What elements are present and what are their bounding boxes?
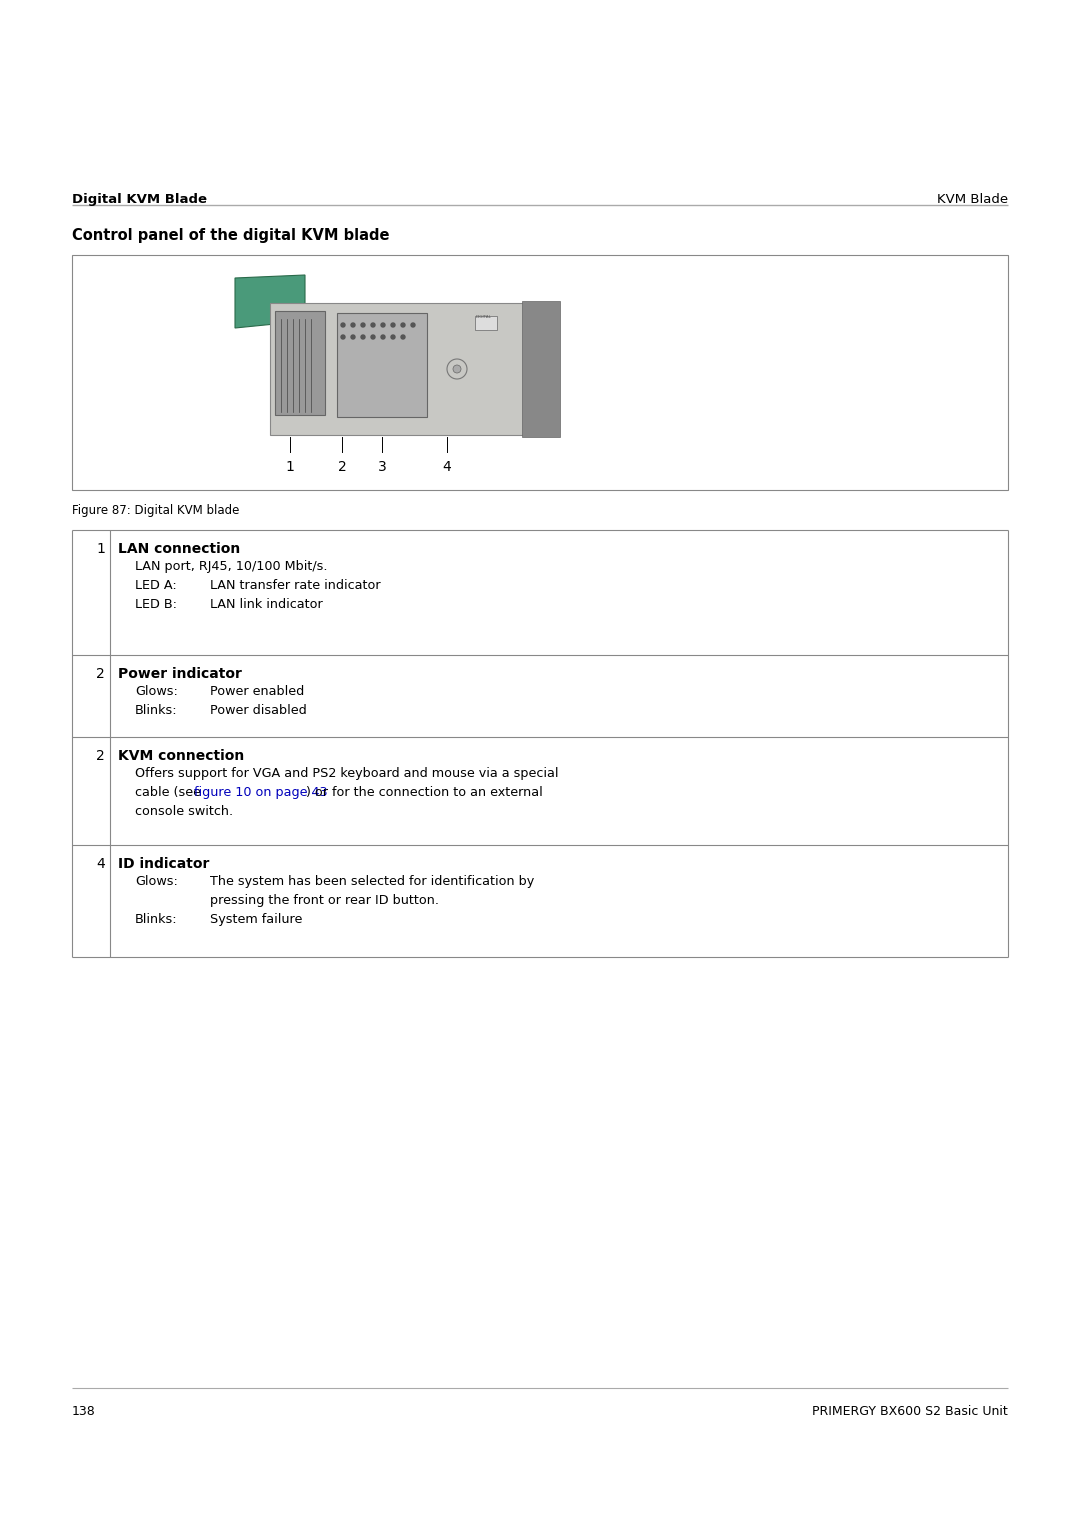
Text: LED B:: LED B: xyxy=(135,597,177,611)
Text: Control panel of the digital KVM blade: Control panel of the digital KVM blade xyxy=(72,228,390,243)
Circle shape xyxy=(411,322,415,327)
Circle shape xyxy=(401,335,405,339)
Text: 4: 4 xyxy=(443,460,451,474)
Circle shape xyxy=(381,335,384,339)
Text: The system has been selected for identification by: The system has been selected for identif… xyxy=(210,876,535,888)
Text: LED A:: LED A: xyxy=(135,579,177,591)
Text: Power disabled: Power disabled xyxy=(210,704,307,717)
Text: Figure 87: Digital KVM blade: Figure 87: Digital KVM blade xyxy=(72,504,240,516)
Circle shape xyxy=(381,322,384,327)
Text: 4: 4 xyxy=(96,857,105,871)
Bar xyxy=(270,303,550,435)
Text: console switch.: console switch. xyxy=(135,805,233,817)
Text: LAN link indicator: LAN link indicator xyxy=(210,597,323,611)
Circle shape xyxy=(351,335,355,339)
Bar xyxy=(522,301,561,437)
Text: 1: 1 xyxy=(285,460,295,474)
Bar xyxy=(72,255,1008,490)
Text: LAN transfer rate indicator: LAN transfer rate indicator xyxy=(210,579,380,591)
Text: Glows:: Glows: xyxy=(135,685,178,698)
Bar xyxy=(475,316,497,330)
Text: ID indicator: ID indicator xyxy=(118,857,210,871)
Circle shape xyxy=(453,365,461,373)
Text: LAN port, RJ45, 10/100 Mbit/s.: LAN port, RJ45, 10/100 Mbit/s. xyxy=(135,559,327,573)
Text: cable (see: cable (see xyxy=(135,785,205,799)
Text: Offers support for VGA and PS2 keyboard and mouse via a special: Offers support for VGA and PS2 keyboard … xyxy=(135,767,558,779)
Text: 3: 3 xyxy=(378,460,387,474)
Text: LAN connection: LAN connection xyxy=(118,542,240,556)
Text: KVM Blade: KVM Blade xyxy=(936,193,1008,206)
Circle shape xyxy=(361,335,365,339)
Text: 138: 138 xyxy=(72,1406,96,1418)
Text: PRIMERGY BX600 S2 Basic Unit: PRIMERGY BX600 S2 Basic Unit xyxy=(812,1406,1008,1418)
Circle shape xyxy=(341,322,345,327)
Text: Digital KVM Blade: Digital KVM Blade xyxy=(72,193,207,206)
Text: figure 10 on page 43: figure 10 on page 43 xyxy=(194,785,327,799)
Text: 2: 2 xyxy=(96,749,105,762)
Circle shape xyxy=(361,322,365,327)
Text: pressing the front or rear ID button.: pressing the front or rear ID button. xyxy=(210,894,438,908)
Text: Blinks:: Blinks: xyxy=(135,704,177,717)
Circle shape xyxy=(391,322,395,327)
Text: Power enabled: Power enabled xyxy=(210,685,305,698)
Circle shape xyxy=(372,335,375,339)
Circle shape xyxy=(341,335,345,339)
Text: ) or for the connection to an external: ) or for the connection to an external xyxy=(306,785,543,799)
Circle shape xyxy=(372,322,375,327)
Text: 2: 2 xyxy=(338,460,347,474)
Text: Blinks:: Blinks: xyxy=(135,914,177,926)
Circle shape xyxy=(391,335,395,339)
Bar xyxy=(337,313,427,417)
Polygon shape xyxy=(235,275,305,329)
Text: 1: 1 xyxy=(96,542,105,556)
Circle shape xyxy=(401,322,405,327)
Text: KVM connection: KVM connection xyxy=(118,749,244,762)
Bar xyxy=(275,312,325,416)
Circle shape xyxy=(351,322,355,327)
Text: Power indicator: Power indicator xyxy=(118,668,242,681)
Text: 2: 2 xyxy=(96,668,105,681)
Text: System failure: System failure xyxy=(210,914,302,926)
Text: Glows:: Glows: xyxy=(135,876,178,888)
Text: DIGITAL: DIGITAL xyxy=(476,315,491,319)
